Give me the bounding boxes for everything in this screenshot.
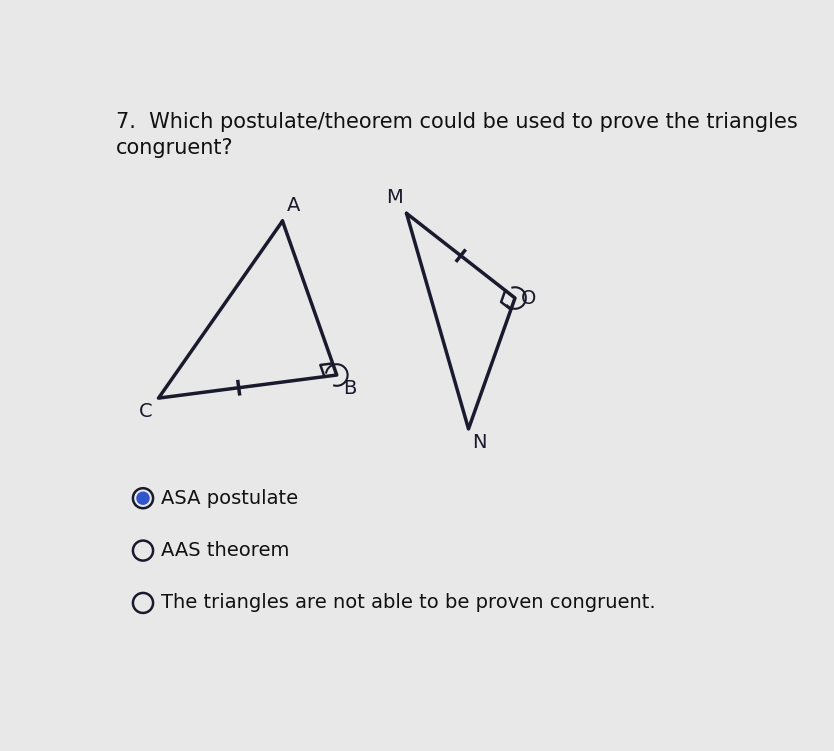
Text: 7.  Which postulate/theorem could be used to prove the triangles: 7. Which postulate/theorem could be used…: [116, 112, 797, 131]
Text: N: N: [472, 433, 487, 452]
Text: ASA postulate: ASA postulate: [161, 489, 298, 508]
Text: AAS theorem: AAS theorem: [161, 541, 289, 560]
Text: congruent?: congruent?: [116, 138, 234, 158]
Text: O: O: [521, 288, 536, 307]
Text: A: A: [286, 196, 299, 215]
Text: The triangles are not able to be proven congruent.: The triangles are not able to be proven …: [161, 593, 656, 612]
Text: B: B: [343, 379, 356, 398]
Text: C: C: [138, 402, 153, 421]
Text: M: M: [386, 189, 403, 207]
Circle shape: [137, 492, 149, 504]
